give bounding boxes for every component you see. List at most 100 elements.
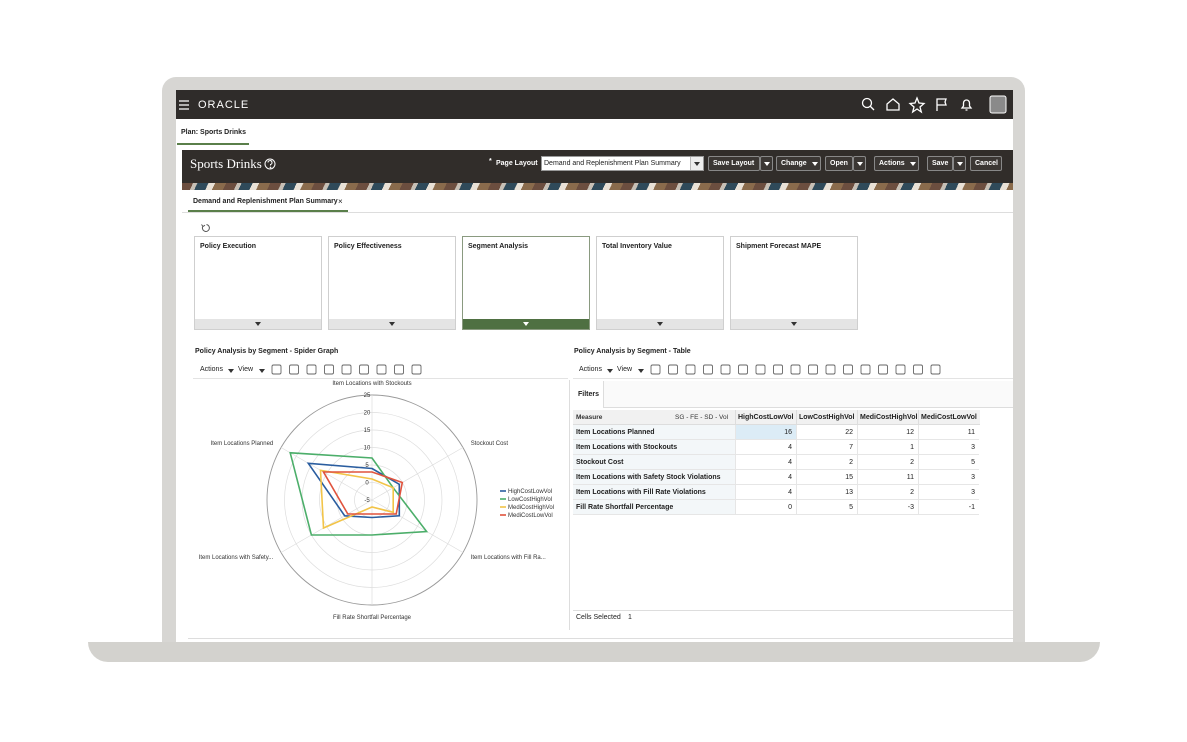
r-tick-label: 10 [364, 446, 371, 452]
toolbar-icon [930, 364, 941, 375]
button-arrow [812, 162, 818, 166]
header-button[interactable]: Save [927, 156, 953, 171]
column-header: MediCostLowVol [918, 410, 979, 425]
avatar[interactable] [989, 95, 1007, 114]
table-cell[interactable]: 12 [857, 425, 918, 440]
bell-icon[interactable] [960, 99, 973, 111]
toolbar-menu[interactable]: Actions [579, 366, 602, 373]
toolbar-menu[interactable]: View [238, 366, 254, 373]
toolbar-icon [359, 364, 369, 375]
table-cell[interactable]: 0 [735, 500, 796, 515]
plan-tab[interactable]: Plan: Sports Drinks [181, 129, 246, 136]
header-button[interactable]: Save Layout [708, 156, 760, 171]
toolbar-icon [843, 364, 853, 375]
menu-icon[interactable] [179, 100, 189, 110]
toolbar-icon [703, 364, 713, 375]
r-tick-label: 25 [364, 393, 371, 399]
toolbar-menu[interactable]: Actions [200, 366, 223, 373]
filters-label[interactable]: Filters [578, 391, 600, 398]
table-cell[interactable]: 3 [918, 440, 979, 455]
refresh-icon[interactable] [201, 224, 210, 232]
search-icon[interactable] [861, 97, 873, 109]
button-arrow [857, 162, 863, 166]
tile[interactable] [328, 236, 456, 330]
table-cell[interactable]: 4 [735, 455, 796, 470]
table-cell[interactable]: 13 [796, 485, 857, 500]
table-cell[interactable]: 11 [918, 425, 979, 440]
tile[interactable] [462, 236, 590, 330]
header-button[interactable]: Cancel [970, 156, 1002, 171]
toolbar-icon [324, 364, 334, 375]
tile[interactable] [596, 236, 724, 330]
table-cell[interactable]: 1 [857, 440, 918, 455]
laptop-base [88, 642, 1100, 662]
spider-spoke [371, 447, 464, 501]
table-cell[interactable]: 5 [918, 455, 979, 470]
button-arrow [764, 162, 770, 166]
header-button[interactable]: Open [825, 156, 853, 171]
table-cell[interactable]: 3 [918, 485, 979, 500]
toolbar-icon [738, 364, 748, 375]
table-title: Policy Analysis by Segment - Table [574, 348, 691, 355]
toolbar-icon [685, 364, 696, 375]
tile-expand[interactable] [255, 322, 261, 326]
table-cell[interactable]: -1 [918, 500, 979, 515]
table-cell[interactable]: 4 [735, 470, 796, 485]
tile-expand[interactable] [791, 322, 797, 326]
table-cell[interactable]: 7 [796, 440, 857, 455]
table-cell[interactable]: 15 [796, 470, 857, 485]
button-arrow [957, 162, 963, 166]
filters-bar [573, 381, 1013, 408]
top-bar [176, 90, 1013, 119]
tile-expand[interactable] [389, 322, 395, 326]
layout-required: * [489, 158, 492, 165]
table-cell[interactable]: 2 [796, 455, 857, 470]
toolbar-icon [790, 364, 801, 375]
tile-title: Shipment Forecast MAPE [736, 243, 822, 250]
table-cell[interactable]: 4 [735, 485, 796, 500]
filters-tab[interactable] [573, 381, 604, 408]
toolbar-icon [808, 364, 818, 375]
tile-expand[interactable] [657, 322, 663, 326]
table-cell[interactable]: 2 [857, 485, 918, 500]
tile-title: Policy Effectiveness [334, 243, 402, 250]
toolbar-menu[interactable]: View [617, 366, 633, 373]
tile[interactable] [730, 236, 858, 330]
axis-label: Fill Rate Shortfall Percentage [333, 615, 412, 621]
subtab-close[interactable]: × [338, 197, 343, 206]
table-cell[interactable]: -3 [857, 500, 918, 515]
table-cell[interactable]: 4 [735, 440, 796, 455]
table-cell[interactable]: 3 [918, 470, 979, 485]
table-cell[interactable]: 11 [857, 470, 918, 485]
toolbar-icon [825, 364, 836, 375]
table-header-bg [573, 410, 980, 425]
header-button[interactable]: Actions [874, 156, 919, 171]
help-icon[interactable] [264, 158, 276, 170]
tile[interactable] [194, 236, 322, 330]
favorites-icon[interactable] [908, 96, 926, 114]
table-cell[interactable]: 2 [857, 455, 918, 470]
toolbar-icon [650, 364, 661, 375]
subtab-divider [182, 212, 1013, 213]
header-button[interactable]: Change [776, 156, 821, 171]
toolbar-icon [895, 364, 906, 375]
tile-title: Segment Analysis [468, 243, 529, 250]
tile-expand[interactable] [523, 322, 529, 326]
table-cell[interactable]: 5 [796, 500, 857, 515]
spider-toolbar [193, 362, 568, 379]
legend-label: LowCostHighVol [508, 497, 552, 503]
layout-select[interactable] [541, 156, 704, 171]
subtab[interactable]: Demand and Replenishment Plan Summary [193, 198, 338, 205]
radar-series [322, 471, 404, 515]
table-cell[interactable]: 16 [735, 425, 796, 440]
table-toolbar [573, 362, 1013, 379]
column-header: LowCostHighVol [796, 410, 857, 425]
radar-series [319, 469, 395, 530]
toolbar-arrow [228, 369, 234, 373]
measure-header: Measure [576, 414, 603, 421]
table-cell[interactable]: 22 [796, 425, 857, 440]
home-icon[interactable] [886, 98, 900, 111]
toolbar-icon [773, 364, 783, 375]
flag-icon[interactable] [936, 98, 947, 111]
